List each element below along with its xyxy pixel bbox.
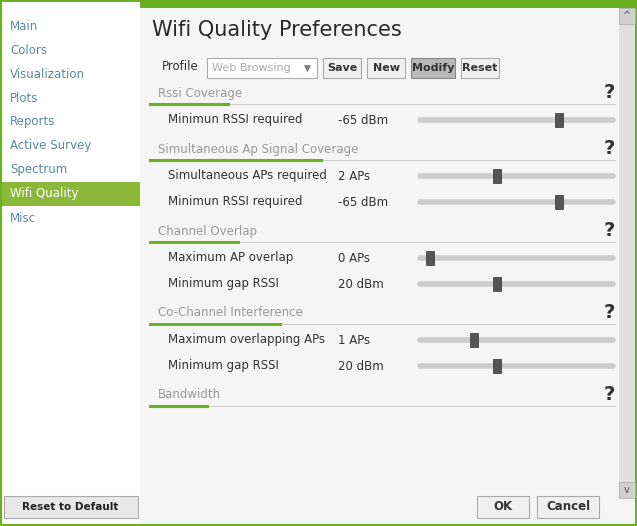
- Text: Misc: Misc: [10, 211, 36, 225]
- Text: ?: ?: [603, 221, 615, 240]
- Bar: [2, 182, 140, 206]
- Text: 2 APs: 2 APs: [338, 169, 370, 183]
- Bar: [426, 251, 434, 265]
- Bar: [411, 58, 455, 78]
- Bar: [619, 8, 635, 24]
- Text: Minimum gap RSSI: Minimum gap RSSI: [168, 359, 279, 372]
- Text: Cancel: Cancel: [546, 501, 590, 513]
- Text: 1 APs: 1 APs: [338, 333, 370, 347]
- Text: Channel Overlap: Channel Overlap: [158, 225, 257, 238]
- Text: 20 dBm: 20 dBm: [338, 278, 383, 290]
- Text: Plots: Plots: [10, 92, 38, 105]
- Text: Minimum gap RSSI: Minimum gap RSSI: [168, 278, 279, 290]
- Text: Active Survey: Active Survey: [10, 139, 91, 153]
- Text: ^: ^: [623, 11, 631, 21]
- Text: New: New: [373, 63, 399, 73]
- Bar: [323, 58, 361, 78]
- Bar: [555, 113, 563, 127]
- Text: v: v: [624, 485, 630, 495]
- Text: Web Browsing: Web Browsing: [212, 63, 290, 73]
- Text: Bandwidth: Bandwidth: [158, 389, 221, 401]
- Bar: [555, 195, 563, 209]
- Text: ?: ?: [603, 84, 615, 103]
- Text: Simultaneous APs required: Simultaneous APs required: [168, 169, 327, 183]
- Text: Colors: Colors: [10, 44, 47, 56]
- Bar: [4, 496, 138, 518]
- Text: Wifi Quality: Wifi Quality: [10, 187, 78, 200]
- Text: Profile: Profile: [162, 60, 199, 74]
- Text: Wifi Quality Preferences: Wifi Quality Preferences: [152, 20, 402, 40]
- Bar: [140, 0, 637, 8]
- Text: 20 dBm: 20 dBm: [338, 359, 383, 372]
- Bar: [367, 58, 405, 78]
- Text: Main: Main: [10, 19, 38, 33]
- Bar: [2, 2, 140, 524]
- Bar: [537, 496, 599, 518]
- Bar: [461, 58, 499, 78]
- Text: ?: ?: [603, 304, 615, 322]
- Text: Minimun RSSI required: Minimun RSSI required: [168, 196, 303, 208]
- Text: Reset: Reset: [462, 63, 497, 73]
- Text: ?: ?: [603, 139, 615, 158]
- Text: Modify: Modify: [412, 63, 454, 73]
- Bar: [619, 482, 635, 498]
- Bar: [493, 359, 501, 373]
- Text: OK: OK: [494, 501, 513, 513]
- Text: Co-Channel Interference: Co-Channel Interference: [158, 307, 303, 319]
- Bar: [493, 277, 501, 291]
- Text: ▼: ▼: [304, 64, 310, 73]
- Text: Minimun RSSI required: Minimun RSSI required: [168, 114, 303, 126]
- Bar: [470, 333, 478, 347]
- Text: Visualization: Visualization: [10, 67, 85, 80]
- Bar: [619, 8, 635, 498]
- Bar: [140, 8, 635, 524]
- Text: Simultaneous Ap Signal Coverage: Simultaneous Ap Signal Coverage: [158, 143, 359, 156]
- Text: Rssi Coverage: Rssi Coverage: [158, 86, 242, 99]
- Bar: [207, 58, 317, 78]
- Text: -65 dBm: -65 dBm: [338, 196, 388, 208]
- Text: Reset to Default: Reset to Default: [22, 502, 118, 512]
- Text: -65 dBm: -65 dBm: [338, 114, 388, 126]
- Bar: [477, 496, 529, 518]
- Text: 0 APs: 0 APs: [338, 251, 370, 265]
- Bar: [493, 169, 501, 183]
- Text: Spectrum: Spectrum: [10, 164, 68, 177]
- Text: ?: ?: [603, 386, 615, 404]
- Text: Maximum AP overlap: Maximum AP overlap: [168, 251, 293, 265]
- Text: Reports: Reports: [10, 116, 55, 128]
- Text: Save: Save: [327, 63, 357, 73]
- Text: Maximum overlapping APs: Maximum overlapping APs: [168, 333, 325, 347]
